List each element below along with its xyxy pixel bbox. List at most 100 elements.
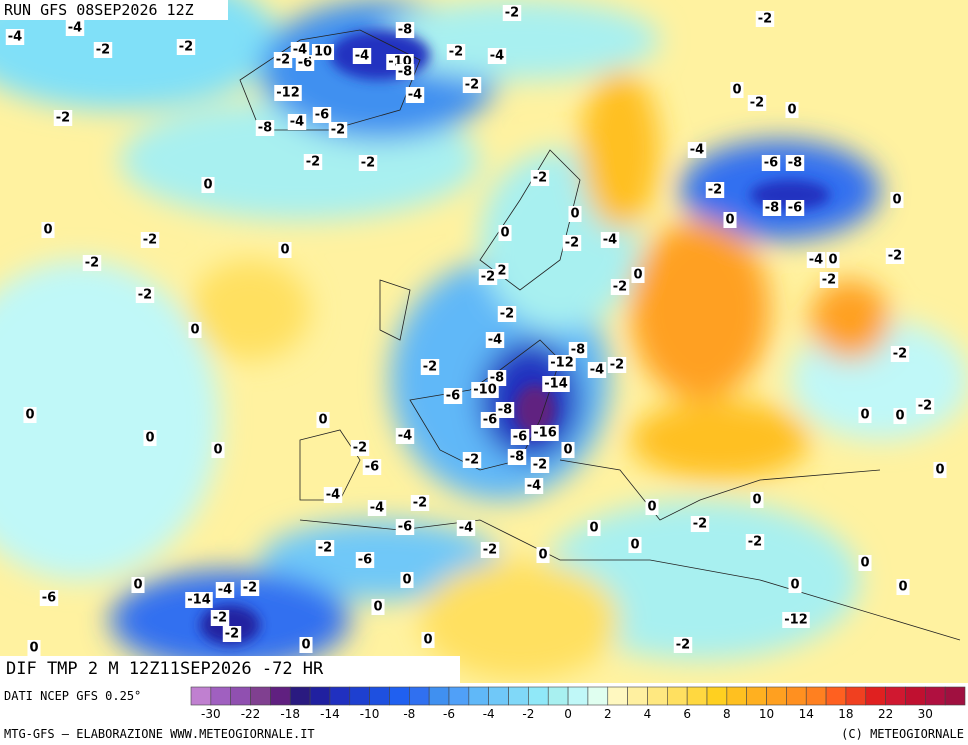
map-value: -6 — [764, 156, 778, 171]
map-value: -4 — [398, 429, 412, 444]
map-value: -2 — [483, 543, 497, 558]
map-value: 0 — [589, 521, 598, 536]
map-value-label: -2 — [350, 440, 370, 456]
label-box — [355, 552, 375, 568]
map-value: 0 — [752, 493, 761, 508]
label-box — [367, 500, 387, 516]
map-value: 0 — [43, 223, 52, 238]
map-value-label: -12 — [782, 612, 810, 628]
label-box — [530, 170, 550, 186]
map-value-label: 0 — [201, 177, 215, 193]
map-value-label: -2 — [885, 248, 905, 264]
label-box — [561, 442, 575, 458]
map-value-label: -4 — [485, 332, 505, 348]
map-value-label: 0 — [299, 637, 313, 653]
colorbar-label: 4 — [644, 707, 652, 721]
map-value: 0 — [892, 193, 901, 208]
map-value-label: -6 — [480, 412, 500, 428]
map-value-label: -4 — [290, 42, 310, 58]
label-box — [785, 155, 805, 171]
map-value-label: -2 — [745, 534, 765, 550]
map-value-label: -2 — [819, 272, 839, 288]
colorbar-label: -14 — [320, 707, 340, 721]
color-swatch — [825, 686, 847, 706]
label-box — [295, 55, 315, 71]
label-box — [299, 637, 313, 653]
color-swatch — [726, 686, 747, 706]
label-box — [362, 459, 382, 475]
colorbar-label: 10 — [759, 707, 774, 721]
map-value-label: 0 — [631, 267, 645, 283]
credit-left: MTG-GFS — ELABORAZIONE WWW.METEOGIORNALE… — [4, 727, 315, 741]
map-value-label: -2 — [462, 452, 482, 468]
label-box — [762, 200, 782, 216]
map-value-label: -2 — [478, 269, 498, 285]
map-value-label: -4 — [456, 520, 476, 536]
label-box — [510, 429, 530, 445]
map-value: -2 — [143, 233, 157, 248]
label-box — [65, 20, 85, 36]
map-value: -2 — [225, 627, 239, 642]
label-box — [730, 82, 744, 98]
label-box — [210, 610, 230, 626]
map-value: 0 — [732, 83, 741, 98]
map-value: -2 — [693, 517, 707, 532]
colorbar-label: -6 — [443, 707, 455, 721]
map-value-label: -2 — [446, 44, 466, 60]
label-box — [687, 142, 707, 158]
label-box — [858, 407, 872, 423]
map-value-label: -8 — [785, 155, 805, 171]
label-box — [587, 362, 607, 378]
map-value-label: -2 — [240, 580, 260, 596]
map-value: -8 — [398, 23, 412, 38]
map-value-label: -4 — [367, 500, 387, 516]
map-value-label: 0 — [536, 547, 550, 563]
map-value: -4 — [355, 49, 369, 64]
map-value-label: 0 — [371, 599, 385, 615]
map-value: -4 — [293, 43, 307, 58]
map-value: -2 — [533, 458, 547, 473]
map-value: -6 — [513, 430, 527, 445]
colorbar-label: 30 — [918, 707, 933, 721]
map-value: -2 — [465, 453, 479, 468]
map-value-label: 0 — [858, 407, 872, 423]
label-box — [480, 542, 500, 558]
map-value-label: 0 — [41, 222, 55, 238]
label-box — [497, 306, 517, 322]
map-value: 10 — [314, 45, 332, 60]
color-swatch — [587, 686, 609, 706]
map-value: 0 — [935, 463, 944, 478]
map-value: -2 — [758, 12, 772, 27]
label-box — [893, 408, 907, 424]
map-value: -2 — [179, 40, 193, 55]
label-box — [421, 632, 435, 648]
map-value-label: -6 — [761, 155, 781, 171]
color-swatch — [766, 686, 787, 706]
map-value: -4 — [326, 488, 340, 503]
map-value: -2 — [465, 78, 479, 93]
map-value-label: -2 — [462, 77, 482, 93]
map-value-label: -2 — [135, 287, 155, 303]
map-value-label: -8 — [568, 342, 588, 358]
colorbar-label: -22 — [241, 707, 261, 721]
map-value: -4 — [218, 583, 232, 598]
map-value-label: -6 — [443, 388, 463, 404]
map-value: -6 — [298, 56, 312, 71]
color-swatch — [468, 686, 489, 706]
label-box — [531, 425, 559, 441]
color-swatch — [805, 686, 827, 706]
map-value: -10 — [473, 383, 497, 398]
map-value-label: -6 — [785, 200, 805, 216]
label-box — [631, 267, 645, 283]
color-swatch — [647, 686, 668, 706]
map-value-label: 0 — [933, 462, 947, 478]
label-box — [755, 11, 775, 27]
label-box — [610, 279, 630, 295]
map-value: 0 — [25, 408, 34, 423]
label-box — [188, 322, 202, 338]
map-value: 2 — [497, 264, 506, 279]
map-value: -2 — [96, 43, 110, 58]
label-box — [495, 402, 515, 418]
colorbar-label: 14 — [799, 707, 814, 721]
map-value-label: -4 — [5, 29, 25, 45]
